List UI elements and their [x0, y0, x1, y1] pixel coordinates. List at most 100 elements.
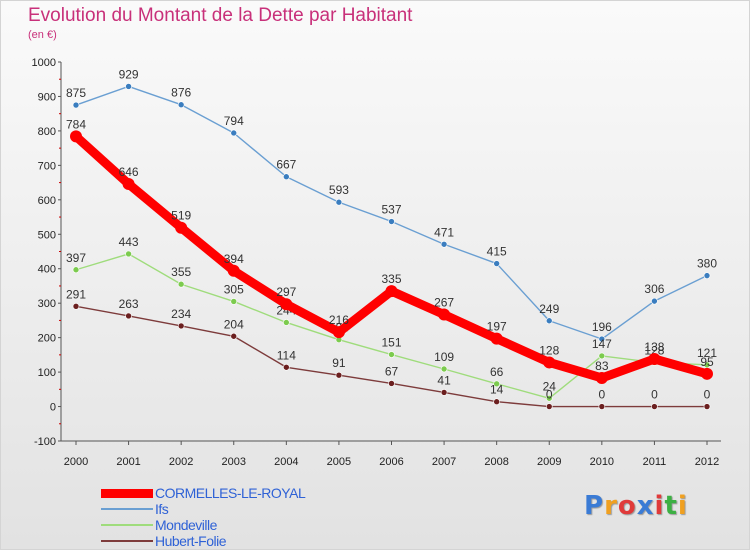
data-point-hubert-folie	[598, 403, 606, 410]
data-point-mondeville	[177, 280, 185, 288]
data-point-hubert-folie	[335, 371, 343, 379]
x-tick-label: 2011	[643, 456, 667, 468]
x-tick-label: 2006	[379, 456, 403, 468]
data-label-cormelles-le-royal: 267	[434, 296, 454, 310]
data-label-mondeville: 128	[644, 343, 664, 357]
y-tick-label: 0	[50, 402, 56, 414]
data-point-ifs	[493, 260, 500, 267]
data-label-ifs: 249	[539, 302, 559, 316]
x-tick-label: 2007	[432, 456, 456, 468]
proxiti-logo: Proxiti	[584, 491, 688, 521]
legend-label: Ifs	[155, 501, 169, 517]
data-label-cormelles-le-royal: 95	[700, 355, 714, 369]
data-label-hubert-folie: 0	[546, 388, 553, 402]
data-point-ifs	[283, 173, 290, 181]
data-label-mondeville: 397	[66, 251, 86, 265]
data-label-ifs: 471	[434, 225, 454, 239]
data-label-hubert-folie: 41	[437, 373, 451, 387]
data-point-mondeville	[598, 352, 606, 360]
data-point-mondeville	[283, 319, 290, 326]
data-point-cormelles-le-royal	[332, 326, 345, 339]
data-label-mondeville: 24	[543, 379, 557, 393]
y-tick-label: 300	[38, 298, 56, 310]
data-label-ifs: 929	[119, 67, 139, 81]
data-label-ifs: 196	[592, 320, 612, 334]
data-label-mondeville: 443	[119, 235, 139, 249]
data-point-cormelles-le-royal	[122, 177, 135, 190]
data-point-mondeville	[72, 266, 80, 274]
data-label-mondeville: 151	[381, 336, 401, 350]
data-label-cormelles-le-royal: 646	[119, 165, 139, 179]
chart-title: Evolution du Montant de la Dette par Hab…	[28, 5, 413, 26]
data-label-ifs: 876	[171, 86, 191, 100]
legend-swatch	[101, 488, 153, 498]
data-label-hubert-folie: 14	[490, 383, 504, 397]
data-label-ifs: 593	[329, 183, 349, 197]
data-point-ifs	[440, 240, 448, 248]
data-point-hubert-folie	[230, 332, 238, 340]
data-label-hubert-folie: 67	[385, 364, 399, 378]
data-point-hubert-folie	[545, 403, 553, 410]
data-point-cormelles-le-royal	[175, 221, 188, 234]
legend-label: CORMELLES-LE-ROYAL	[155, 485, 306, 501]
data-label-cormelles-le-royal: 519	[171, 209, 191, 223]
data-label-mondeville: 121	[697, 346, 717, 360]
x-tick-label: 2004	[274, 456, 298, 468]
data-point-ifs	[230, 129, 238, 137]
logo-letter: i	[677, 491, 688, 521]
data-label-cormelles-le-royal: 197	[487, 320, 507, 334]
data-point-hubert-folie	[493, 398, 500, 406]
data-point-ifs	[598, 335, 606, 343]
data-label-ifs: 875	[66, 86, 86, 100]
data-label-hubert-folie: 0	[598, 388, 605, 402]
data-point-ifs	[72, 101, 80, 109]
logo-letter: i	[654, 491, 665, 521]
data-label-cormelles-le-royal: 83	[595, 359, 609, 373]
data-label-ifs: 794	[224, 114, 244, 128]
legend-swatch	[101, 508, 153, 510]
data-point-hubert-folie	[703, 403, 711, 410]
data-point-cormelles-le-royal	[543, 356, 556, 369]
data-point-hubert-folie	[651, 403, 658, 410]
y-tick-label: 200	[38, 333, 56, 345]
data-point-hubert-folie	[177, 322, 185, 330]
data-label-mondeville: 355	[171, 265, 191, 279]
data-point-mondeville	[440, 365, 448, 373]
x-tick-label: 2005	[327, 456, 351, 468]
data-label-cormelles-le-royal: 138	[644, 340, 664, 354]
data-label-hubert-folie: 204	[224, 317, 244, 331]
data-label-hubert-folie: 234	[171, 307, 191, 321]
logo-letter: P	[584, 491, 605, 521]
data-point-cormelles-le-royal	[701, 367, 713, 380]
data-point-mondeville	[388, 351, 395, 358]
logo-letter: x	[636, 491, 655, 521]
data-point-mondeville	[493, 380, 500, 388]
logo-letter: r	[604, 491, 618, 521]
x-tick-label: 2012	[695, 456, 719, 468]
data-point-ifs	[125, 83, 132, 90]
y-tick-label: 400	[38, 264, 56, 276]
data-label-hubert-folie: 291	[66, 287, 86, 301]
data-point-cormelles-le-royal	[70, 130, 82, 143]
data-label-ifs: 667	[276, 158, 296, 172]
data-label-hubert-folie: 114	[277, 348, 296, 362]
data-label-hubert-folie: 91	[332, 356, 346, 370]
y-tick-label: 800	[38, 126, 56, 138]
data-point-cormelles-le-royal	[227, 264, 240, 277]
data-label-cormelles-le-royal: 216	[329, 313, 349, 327]
logo-letter: t	[664, 491, 678, 521]
data-label-ifs: 306	[644, 282, 664, 296]
data-label-hubert-folie: 0	[651, 388, 658, 402]
data-point-cormelles-le-royal	[438, 308, 451, 321]
y-tick-label: 700	[38, 160, 56, 172]
data-point-mondeville	[125, 250, 132, 258]
legend-label: Mondeville	[155, 517, 217, 533]
y-tick-label: 900	[38, 91, 56, 103]
data-label-cormelles-le-royal: 394	[224, 252, 244, 266]
data-point-hubert-folie	[388, 380, 395, 387]
data-point-ifs	[335, 198, 343, 206]
data-label-cormelles-le-royal: 784	[66, 117, 86, 131]
data-point-cormelles-le-royal	[280, 298, 293, 311]
data-label-hubert-folie: 263	[119, 297, 139, 311]
